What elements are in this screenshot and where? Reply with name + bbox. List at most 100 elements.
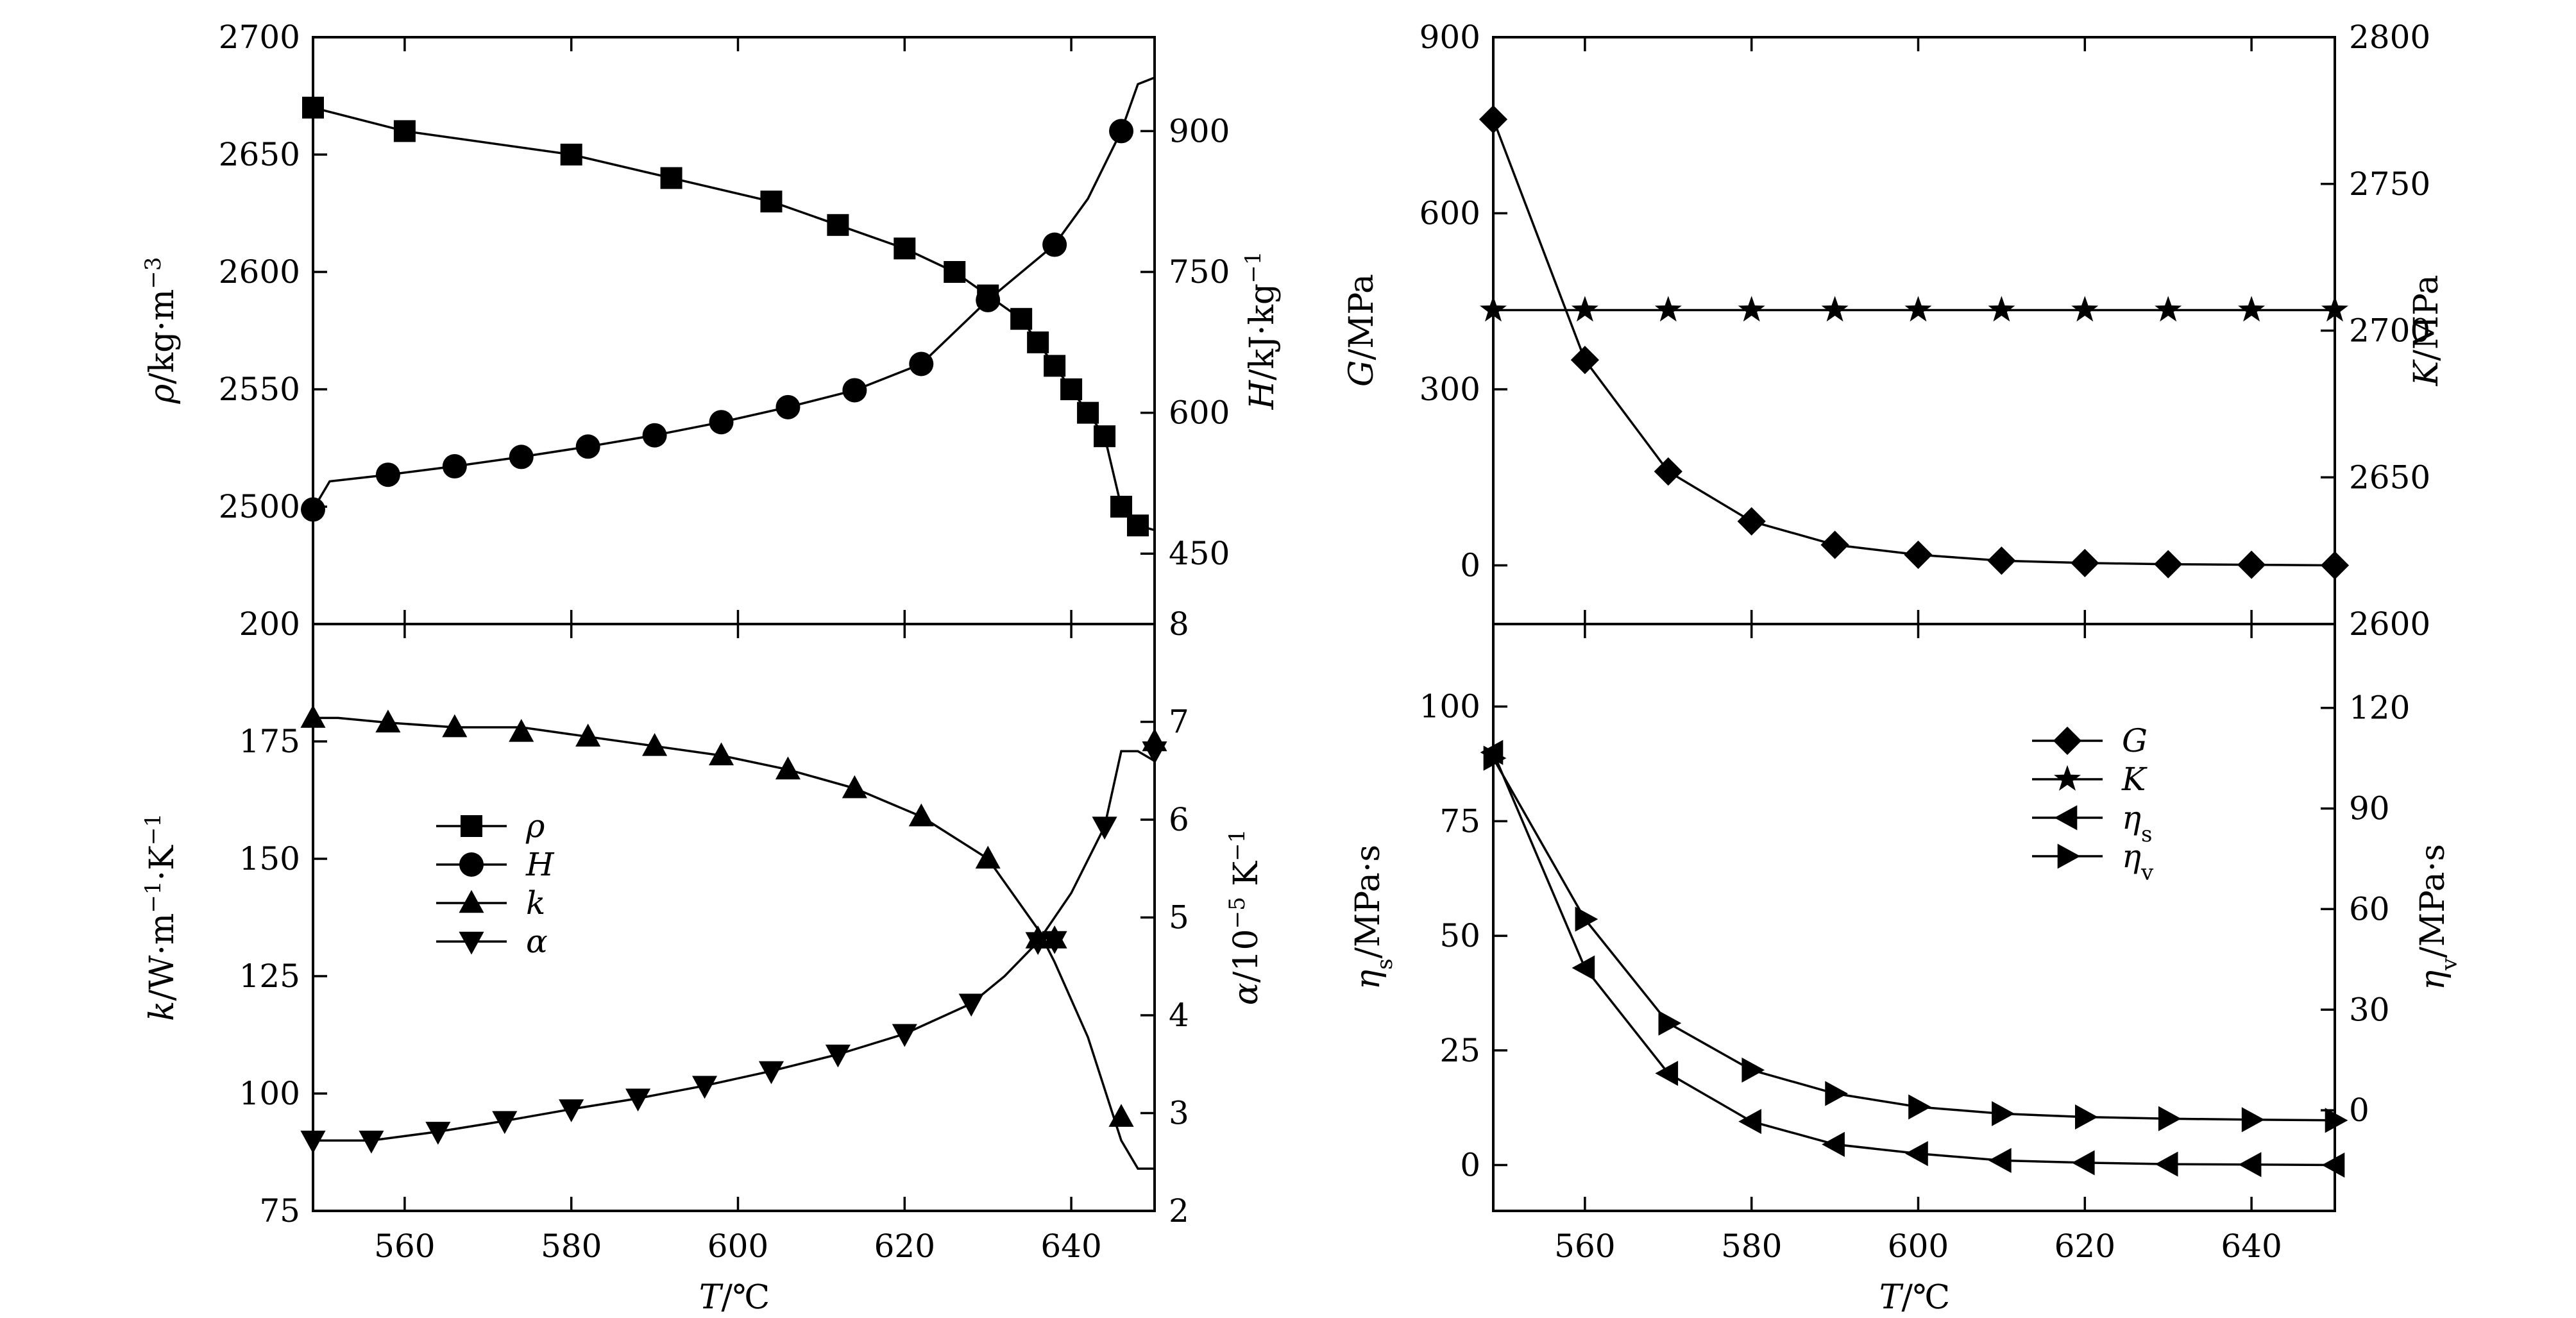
legend-right-item-marker bbox=[2057, 843, 2081, 869]
bottom_right-marker-point bbox=[2321, 1152, 2345, 1178]
top_right-marker-point bbox=[1654, 457, 1682, 486]
legend-left-item-label: ρ bbox=[525, 807, 545, 845]
bottom_left-ytick-label-right: 6 bbox=[1169, 801, 1189, 838]
top_right-ytick-label-left: 300 bbox=[1419, 371, 1480, 408]
top_right-marker-point bbox=[2155, 296, 2182, 322]
bottom_left-ytick-label-left: 150 bbox=[239, 840, 300, 877]
bottom_left-xtick-label: 620 bbox=[874, 1228, 935, 1265]
legend-left-item-label: H bbox=[525, 846, 555, 883]
bottom_left-marker-point bbox=[359, 1130, 384, 1154]
top_left-marker-point bbox=[1110, 496, 1133, 518]
top_left-marker-point bbox=[842, 378, 867, 403]
bottom_left-ytick-label-left: 200 bbox=[239, 605, 300, 643]
bottom_right-marker-point bbox=[2155, 1151, 2178, 1177]
top_left-marker-point bbox=[1127, 514, 1149, 537]
top_left-marker-point bbox=[1077, 401, 1099, 424]
bottom_right-marker-point bbox=[1908, 1094, 1931, 1120]
top_left-marker-point bbox=[976, 287, 1001, 312]
bottom_right-xtick-label: 640 bbox=[2221, 1228, 2282, 1265]
bottom_right-ytick-label-right: 60 bbox=[2349, 890, 2390, 927]
top_left-marker-point bbox=[944, 261, 966, 283]
top_right-marker-point bbox=[2154, 550, 2183, 579]
bottom_right-ytick-label-left: 0 bbox=[1460, 1147, 1480, 1184]
top_left-marker-point bbox=[442, 454, 467, 479]
bottom_left-series-line bbox=[313, 750, 1155, 1142]
bottom_left-xtick-label: 560 bbox=[374, 1228, 435, 1265]
bottom_right-marker-point bbox=[2071, 1150, 2095, 1176]
bottom_right-xtick-label: 620 bbox=[2055, 1228, 2115, 1265]
bottom_left-marker-point bbox=[575, 723, 601, 747]
bottom_left-marker-point bbox=[691, 1076, 718, 1099]
top_right-frame bbox=[1492, 36, 2336, 625]
bottom_left-marker-point bbox=[492, 1111, 518, 1135]
top_right-marker-point bbox=[1570, 346, 1599, 375]
bottom_left-marker-point bbox=[1092, 816, 1117, 840]
bottom_left-ytick-label-right: 8 bbox=[1169, 605, 1189, 643]
panel-frames bbox=[312, 36, 2336, 1212]
legend-left-item-marker bbox=[459, 890, 484, 913]
bottom_left-marker-point bbox=[892, 1024, 917, 1047]
legend-left-item-marker bbox=[459, 852, 484, 877]
bottom_right-marker-point bbox=[1905, 1141, 1928, 1167]
bottom_left-ytick-label-right: 2 bbox=[1169, 1192, 1189, 1229]
top_right-marker-point bbox=[1820, 530, 1849, 559]
top_left-marker-point bbox=[575, 434, 600, 459]
top_left-marker-point bbox=[1044, 355, 1066, 377]
top_left-marker-point bbox=[509, 444, 534, 469]
bottom_right-xtick-label: 580 bbox=[1721, 1228, 1782, 1265]
bottom_left-marker-point bbox=[642, 732, 668, 756]
bottom_right-ytick-label-right: 120 bbox=[2349, 689, 2410, 727]
bottom_left-marker-point bbox=[509, 718, 534, 742]
x-axis-title-right: T/℃ bbox=[1879, 1278, 1950, 1317]
bottom_left-marker-point bbox=[625, 1088, 651, 1112]
bottom_left-xtick-label: 600 bbox=[708, 1228, 768, 1265]
bottom_left-ytick-label-right: 5 bbox=[1169, 899, 1189, 936]
bottom_right-marker-point bbox=[2325, 1108, 2348, 1133]
top_left-ytick-label-left: 2650 bbox=[219, 136, 300, 173]
legend-left-item-marker bbox=[459, 931, 484, 955]
top_left-marker-point bbox=[909, 351, 934, 376]
top_right-marker-point bbox=[1988, 296, 2015, 322]
top_left-marker-point bbox=[393, 120, 416, 142]
top_right-marker-point bbox=[2071, 548, 2099, 577]
bottom_left-marker-point bbox=[300, 1130, 326, 1154]
bottom_left-marker-point bbox=[825, 1044, 851, 1068]
bottom_left-marker-point bbox=[1042, 931, 1067, 954]
legend-right-item-marker bbox=[2054, 765, 2081, 791]
top_right-ytick-label-left: 900 bbox=[1419, 19, 1480, 56]
top_left-marker-point bbox=[660, 167, 682, 189]
bottom_right-marker-point bbox=[2238, 1152, 2262, 1178]
bottom_left-marker-point bbox=[1025, 932, 1051, 956]
bottom_right-xtick-label: 600 bbox=[1888, 1228, 1949, 1265]
top_right-marker-point bbox=[1904, 296, 1932, 322]
legend-left-item-marker bbox=[461, 815, 482, 837]
top_left-marker-point bbox=[642, 423, 667, 448]
bottom_left-marker-point bbox=[442, 714, 468, 738]
top_left-ytick-label-right: 900 bbox=[1169, 112, 1230, 149]
bottom_left-marker-point bbox=[975, 845, 1001, 869]
top_right-ytick-label-right: 2750 bbox=[2349, 165, 2430, 203]
bottom_left-ytick-label-right: 4 bbox=[1169, 997, 1189, 1034]
top_right-ytick-label-left: 600 bbox=[1419, 195, 1480, 232]
bottom_right-ytick-label-right: 90 bbox=[2349, 790, 2390, 827]
bottom_left-marker-point bbox=[775, 756, 801, 780]
bottom_right-marker-point bbox=[1992, 1101, 2015, 1126]
bottom_left-marker-point bbox=[1142, 741, 1167, 765]
top_right-ytick-label-right: 2600 bbox=[2349, 605, 2430, 643]
top_right-ytick-label-right: 2700 bbox=[2349, 312, 2430, 350]
bottom_left-marker-point bbox=[958, 993, 984, 1017]
bottom_right-marker-point bbox=[1572, 955, 1595, 981]
top_left-series-line bbox=[312, 106, 1155, 532]
bottom_right-ytick-label-right: 0 bbox=[2349, 1092, 2369, 1129]
top_left-ytick-label-right: 600 bbox=[1169, 394, 1230, 432]
bottom_left-marker-point bbox=[425, 1122, 451, 1145]
legend-right-item-marker bbox=[2054, 805, 2078, 831]
top_right-marker-point bbox=[1480, 296, 1507, 322]
y-axis-title-volume-viscosity: ηv/MPa·s bbox=[2414, 844, 2462, 990]
top_left-marker-point bbox=[1042, 232, 1067, 257]
top_right-marker-point bbox=[2321, 296, 2348, 322]
legend-right-item-label: G bbox=[2122, 722, 2148, 759]
